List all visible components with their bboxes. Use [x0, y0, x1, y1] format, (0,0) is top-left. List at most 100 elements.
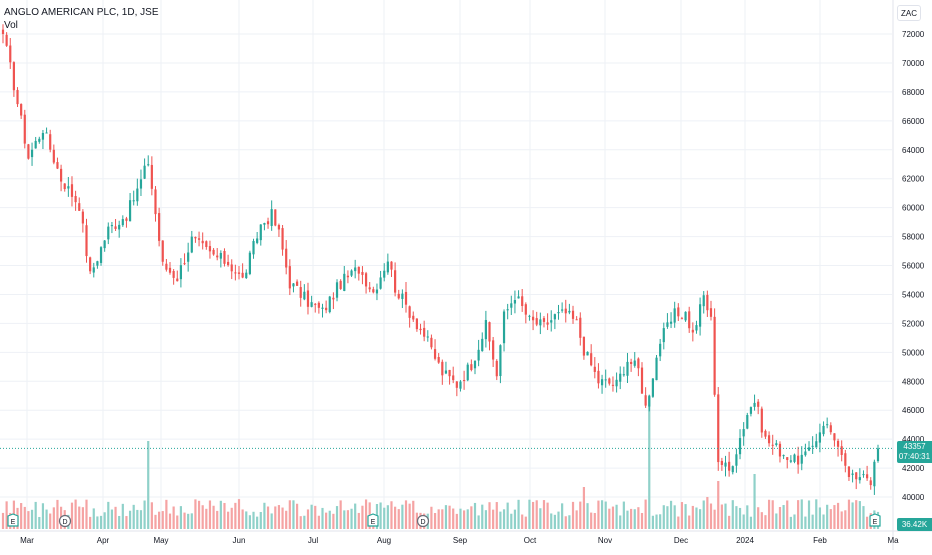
candle-body [412, 315, 415, 320]
volume-bar [851, 502, 854, 529]
volume-bar [811, 514, 814, 529]
candle-body [444, 370, 448, 374]
candle-body [364, 273, 368, 287]
event-marker[interactable]: E [869, 513, 881, 527]
volume-bar [455, 513, 458, 529]
candle-body [118, 224, 121, 230]
last-price-tag: 43357 07:40:31 [897, 441, 932, 463]
candle-body [183, 263, 186, 265]
volume-bar [492, 509, 495, 529]
candle-body [564, 308, 567, 314]
volume-bar [586, 503, 589, 529]
currency-button[interactable]: ZAC [897, 5, 921, 21]
volume-bar [757, 507, 760, 529]
event-marker[interactable]: E [367, 513, 379, 527]
candle-body [622, 374, 625, 376]
candle-body [811, 445, 814, 447]
y-tick-label: 44000 [902, 435, 925, 444]
volume-bar [343, 510, 346, 529]
candle-body [194, 236, 197, 239]
candle-body [521, 296, 524, 307]
volume-bar [484, 510, 487, 529]
volume-bar [78, 506, 81, 529]
event-marker[interactable]: D [58, 514, 72, 528]
candle-body [448, 369, 451, 377]
event-marker-label: E [11, 519, 16, 526]
candle-body [110, 225, 114, 227]
volume-bar [550, 513, 553, 529]
candle-body [81, 211, 84, 224]
candle-body [248, 252, 251, 274]
y-tick-label: 66000 [902, 117, 925, 126]
volume-bar [310, 504, 313, 529]
volume-bar [412, 500, 415, 529]
candle-body [550, 320, 553, 323]
volume-bar [332, 513, 335, 529]
candle-body [735, 454, 738, 466]
event-marker[interactable]: E [7, 513, 19, 527]
y-tick-label: 42000 [902, 464, 925, 473]
event-marker-label: D [62, 519, 67, 526]
candle-body [23, 114, 26, 144]
volume-bar [34, 501, 37, 529]
volume-bar [125, 516, 128, 529]
candle-body [470, 364, 473, 370]
candle-layer [1, 24, 880, 495]
candle-body [121, 219, 124, 226]
candle-body [390, 261, 393, 270]
volume-bar [695, 507, 698, 529]
candle-body [9, 45, 12, 63]
volume-bar [194, 499, 197, 529]
candle-body [778, 443, 782, 457]
candle-body [383, 270, 386, 278]
volume-bar [248, 515, 251, 529]
volume-bar [433, 513, 437, 529]
candle-body [477, 349, 480, 361]
candle-body [386, 261, 389, 273]
candle-body [695, 325, 698, 331]
volume-bar [190, 513, 193, 529]
volume-bar [713, 509, 716, 529]
candle-body [230, 264, 233, 272]
volume-bar [81, 507, 84, 529]
candle-body [466, 364, 469, 381]
candle-body [619, 373, 622, 382]
volume-bar [615, 504, 618, 529]
candle-body [408, 306, 411, 318]
candle-body [172, 270, 175, 278]
volume-bar [855, 500, 858, 529]
candle-body [85, 225, 88, 257]
event-marker[interactable]: D [416, 514, 430, 528]
volume-bar [782, 505, 785, 529]
candle-body [484, 320, 487, 340]
candle-body [165, 263, 168, 270]
volume-bar [430, 506, 433, 529]
volume-bar [720, 504, 723, 529]
volume-bar [778, 506, 782, 529]
volume-bar [27, 511, 30, 529]
volume-bar [354, 503, 357, 529]
x-tick-label: Feb [813, 536, 827, 545]
volume-bar [481, 504, 484, 529]
volume-bar [611, 506, 615, 529]
volume-bar [183, 512, 186, 529]
x-tick-label: Sep [453, 536, 468, 545]
candle-body [216, 255, 219, 258]
candle-body [219, 252, 222, 259]
volume-bar [168, 513, 172, 529]
event-marker-label: E [873, 519, 878, 526]
volume-bar [593, 512, 596, 529]
candle-body [713, 316, 716, 395]
candle-body [866, 474, 869, 479]
y-tick-label: 58000 [902, 233, 925, 242]
candle-body [535, 318, 538, 325]
volume-bar [655, 514, 658, 529]
volume-bar [118, 515, 121, 529]
candle-body [281, 228, 284, 250]
candle-body [691, 329, 694, 333]
volume-bar [234, 502, 237, 529]
candle-body [579, 317, 582, 338]
volume-bar [622, 501, 625, 529]
